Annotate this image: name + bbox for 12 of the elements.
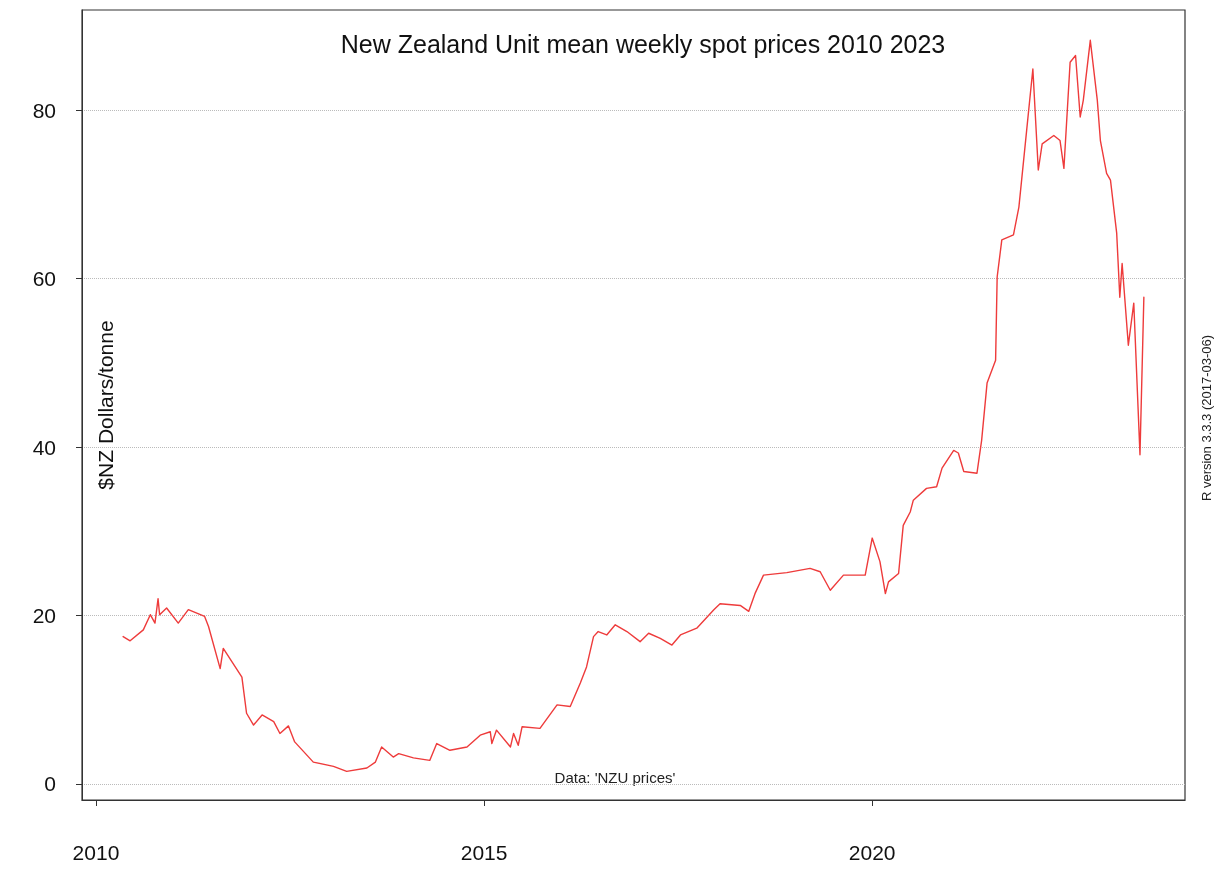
x-tick-label: 2015 <box>460 841 508 864</box>
y-tick-label: 60 <box>32 267 56 291</box>
y-tick-label: 0 <box>44 772 56 796</box>
text: R version 3.3.3 (2017-03-06) <box>1198 334 1214 502</box>
annotation: Data: 'NZU prices' <box>554 769 676 786</box>
text: New Zealand Unit mean weekly spot prices 2010 2023 <box>340 29 946 58</box>
x-tick-label: 2010 <box>72 841 120 864</box>
y-axis-title: $NZ Dollars/tonne <box>94 320 117 490</box>
x-tick-label: 2020 <box>848 841 896 864</box>
y-tick-label: 40 <box>32 435 56 459</box>
y-tick-label: 20 <box>32 604 56 628</box>
y-tick-label: 80 <box>32 98 56 122</box>
